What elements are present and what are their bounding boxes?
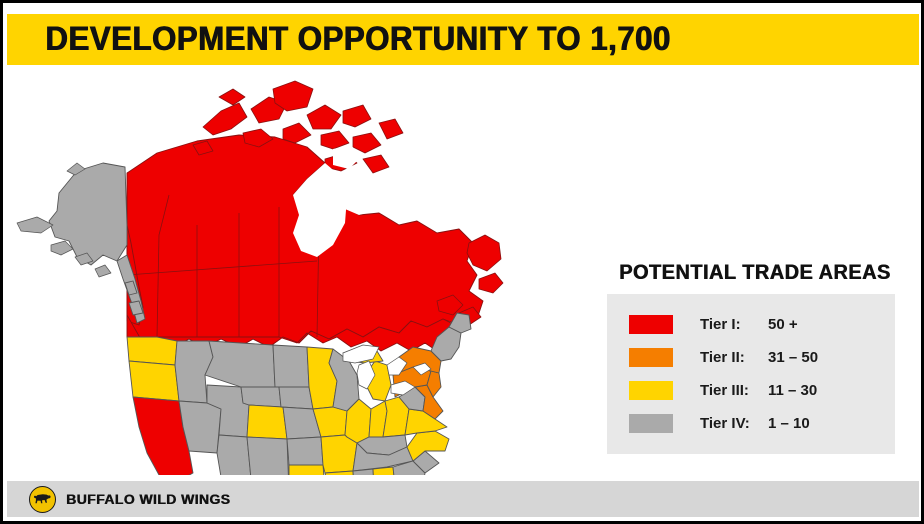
- legend-swatch-tier-2: [629, 348, 673, 367]
- legend-row[interactable]: Tier I: 50 +: [607, 308, 895, 341]
- footer-bar: BUFFALO WILD WINGS: [7, 481, 919, 517]
- legend-title: POTENTIAL TRADE AREAS: [619, 261, 891, 284]
- legend-tier-label: Tier II:: [700, 349, 745, 366]
- legend-row[interactable]: Tier II: 31 – 50: [607, 341, 895, 374]
- region-oklahoma: [288, 464, 325, 475]
- great-lakes: [342, 344, 432, 396]
- region-colorado: [246, 404, 288, 440]
- legend-tier-label: Tier III:: [700, 382, 749, 399]
- region-alaska-se-islands: [124, 280, 138, 296]
- region-mississippi: [352, 468, 374, 475]
- region-arizona: [216, 434, 252, 475]
- buffalo-logo-icon: [29, 485, 56, 513]
- region-arkansas: [324, 470, 354, 475]
- legend-swatch-tier-4: [629, 414, 673, 433]
- page-title: DEVELOPMENT OPPORTUNITY TO 1,700: [45, 20, 671, 58]
- hudson-bay-strait: [345, 187, 385, 215]
- region-new-england: [430, 326, 462, 362]
- legend-range-label: 11 – 30: [768, 382, 818, 399]
- legend-tier-label: Tier IV:: [700, 415, 750, 432]
- legend-swatch-tier-1: [629, 315, 673, 334]
- region-aleutians: [16, 162, 112, 278]
- title-band: DEVELOPMENT OPPORTUNITY TO 1,700: [7, 14, 919, 65]
- legend: POTENTIAL TRADE AREAS Tier I: 50 + Tier …: [607, 261, 907, 454]
- region-alaska-se-islands2: [128, 300, 144, 316]
- region-south-dakota: [274, 386, 314, 410]
- legend-row[interactable]: Tier III: 11 – 30: [607, 374, 895, 407]
- region-north-dakota: [272, 344, 310, 388]
- foxe-basin: [333, 145, 361, 169]
- region-wyoming: [240, 386, 282, 408]
- region-montana: [204, 340, 276, 388]
- region-washington: [126, 336, 178, 366]
- region-kansas: [286, 436, 324, 466]
- legend-range-label: 31 – 50: [768, 349, 819, 366]
- hudson-bay: [293, 163, 347, 257]
- legend-range-label: 50 +: [768, 316, 798, 333]
- legend-range-label: 1 – 10: [768, 415, 810, 432]
- brand-name: BUFFALO WILD WINGS: [66, 491, 231, 507]
- legend-row[interactable]: Tier IV: 1 – 10: [607, 407, 895, 440]
- region-tennessee: [352, 442, 414, 472]
- north-america-map[interactable]: [7, 75, 607, 475]
- legend-swatch-tier-3: [629, 381, 673, 400]
- map-svg: [16, 80, 504, 475]
- region-missouri: [320, 434, 358, 474]
- region-new-mexico: [246, 436, 289, 475]
- legend-panel: Tier I: 50 + Tier II: 31 – 50 Tier III: …: [607, 294, 895, 454]
- region-alabama: [372, 466, 395, 475]
- buffalo-glyph-icon: [33, 493, 51, 503]
- region-oregon: [128, 360, 180, 402]
- legend-tier-label: Tier I:: [700, 316, 741, 333]
- region-maine: [448, 312, 472, 334]
